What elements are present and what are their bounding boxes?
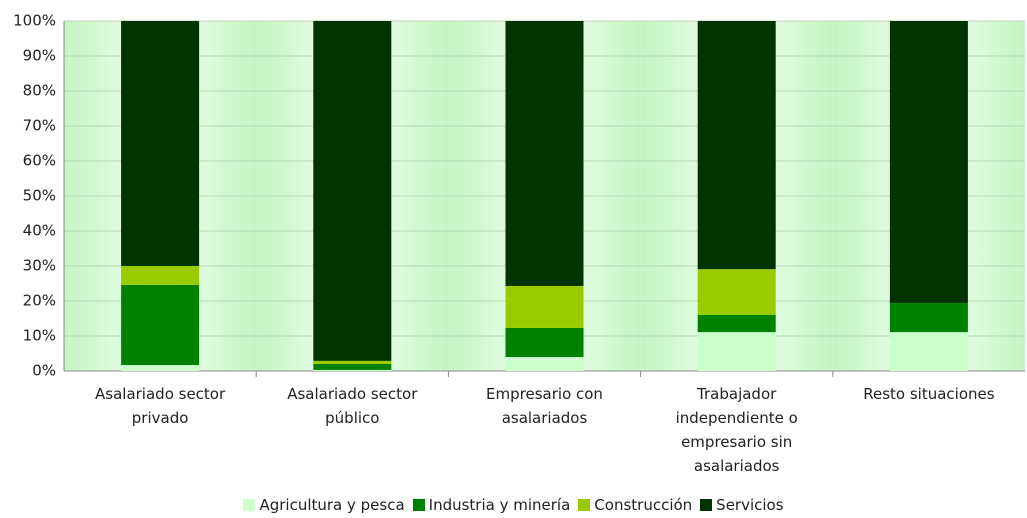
legend-swatch <box>578 499 591 511</box>
y-tick-label: 40% <box>23 222 56 240</box>
legend-label: Construcción <box>594 496 693 514</box>
legend-swatch <box>412 499 425 511</box>
y-tick-label: 50% <box>23 187 56 205</box>
legend-item: Servicios <box>700 496 784 514</box>
bar-segment <box>121 266 200 285</box>
bar-segment <box>697 269 776 315</box>
x-tick-label: Trabajador independiente o empresario si… <box>675 385 798 475</box>
bar-segment <box>121 365 200 371</box>
y-tick-label: 90% <box>23 47 56 65</box>
legend-item: Industria y minería <box>412 496 571 514</box>
legend-item: Construcción <box>578 496 692 514</box>
legend-swatch <box>243 499 256 511</box>
y-tick-label: 20% <box>23 292 56 310</box>
y-tick-label: 80% <box>23 82 56 100</box>
y-tick-label: 0% <box>32 362 56 380</box>
bar-segment <box>313 21 392 361</box>
x-tick-label: Asalariado sector público <box>287 385 418 427</box>
bar-segment <box>889 332 968 371</box>
x-tick-label: Empresario con asalariados <box>486 385 603 427</box>
y-tick-label: 60% <box>23 152 56 170</box>
y-tick-label: 100% <box>13 12 56 30</box>
legend-label: Servicios <box>716 496 784 514</box>
legend-label: Industria y minería <box>428 496 571 514</box>
y-tick-label: 70% <box>23 117 56 135</box>
bar-segment <box>889 21 968 304</box>
bar-segment <box>505 327 584 357</box>
bar-segment <box>505 21 584 286</box>
bar-segment <box>121 284 200 366</box>
legend-label: Agricultura y pesca <box>259 496 405 514</box>
x-tick-label: Resto situaciones <box>863 385 995 403</box>
bar-segment <box>889 303 968 333</box>
bar-segment <box>313 369 392 371</box>
bar-segment <box>121 21 200 266</box>
y-tick-label: 30% <box>23 257 56 275</box>
legend: Agricultura y pesca Industria y minería Co… <box>0 496 1027 514</box>
bar-segment <box>313 360 392 364</box>
legend-swatch <box>700 499 713 511</box>
bar-segment <box>505 285 584 328</box>
bar-segment <box>697 332 776 371</box>
bar-segment <box>313 364 392 370</box>
bar-segment <box>505 357 584 371</box>
bar-segment <box>697 315 776 333</box>
legend-item: Agricultura y pesca <box>243 496 405 514</box>
x-tick-label: Asalariado sector privado <box>95 385 226 427</box>
bar-segment <box>697 21 776 270</box>
y-tick-label: 10% <box>23 327 56 345</box>
